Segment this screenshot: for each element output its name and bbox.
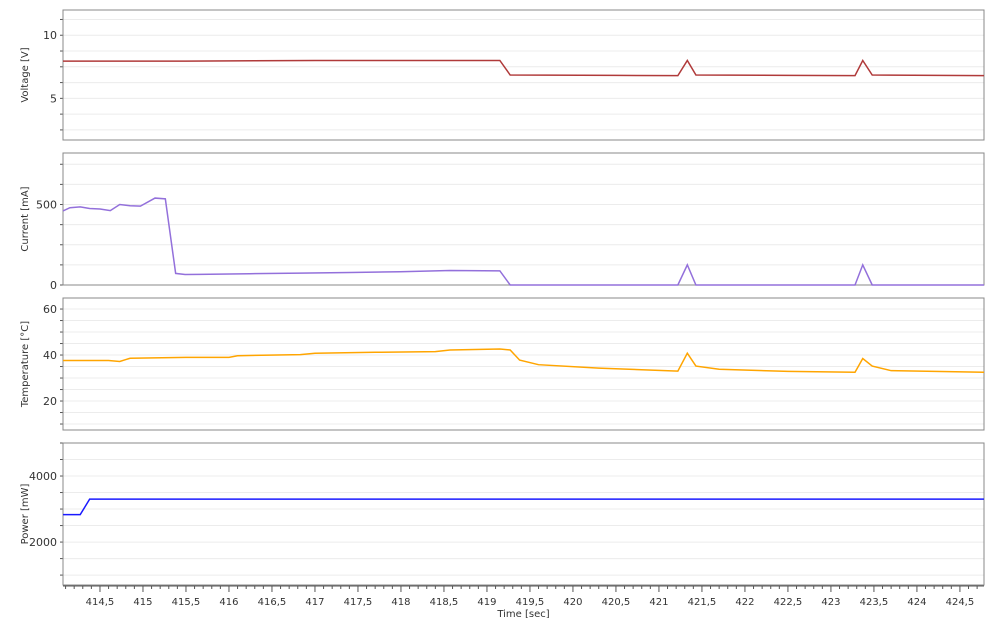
x-tick-label: 423	[821, 597, 840, 608]
y-tick-label: 0	[50, 279, 57, 292]
y-axis-label: Current [mA]	[20, 186, 31, 251]
x-tick-label: 419,5	[516, 597, 545, 608]
x-tick-label: 415	[133, 597, 152, 608]
x-tick-label: 424,5	[946, 597, 975, 608]
x-tick-label: 416,5	[258, 597, 287, 608]
x-tick-label: 414,5	[86, 597, 115, 608]
x-tick-label: 421	[649, 597, 668, 608]
series-line	[63, 58, 985, 77]
y-tick-label: 40	[43, 349, 57, 362]
x-tick-label: 420,5	[602, 597, 631, 608]
x-tick-label: 420	[563, 597, 582, 608]
y-axis-label: Voltage [V]	[20, 47, 31, 102]
x-tick-label: 415,5	[172, 597, 201, 608]
plot-frame	[62, 297, 985, 431]
y-tick-label: 10	[43, 29, 57, 42]
y-axis-label: Temperature [°C]	[20, 321, 31, 408]
y-tick-label: 60	[43, 303, 57, 316]
x-tick-label: 418,5	[430, 597, 459, 608]
x-tick-label: 417	[305, 597, 324, 608]
x-axis: 414,5 415 415,5 416 416,5 417 417,5 418 418,5 419…	[63, 585, 984, 618]
x-tick-label: 424	[907, 597, 926, 608]
panel-1: 0 500 Current [mA]	[20, 152, 985, 292]
panel-2: 20 40 60 Temperature [°C]	[20, 297, 985, 431]
plot-frame	[62, 442, 985, 586]
y-tick-label: 2000	[29, 536, 57, 549]
panel-0: 5 10 Voltage [V]	[20, 9, 985, 141]
y-tick-label: 20	[43, 395, 57, 408]
y-tick-label: 4000	[29, 470, 57, 483]
x-tick-label: 416	[219, 597, 238, 608]
y-tick-label: 500	[36, 199, 57, 212]
x-tick-label: 419	[477, 597, 496, 608]
x-tick-label: 421,5	[688, 597, 717, 608]
series-line	[63, 348, 985, 374]
series-line	[62, 197, 984, 286]
y-axis-label: Power [mW]	[20, 483, 31, 544]
x-tick-label: 422	[735, 597, 754, 608]
x-tick-label: 417,5	[344, 597, 373, 608]
series-line	[63, 498, 984, 516]
x-tick-label: 418	[391, 597, 410, 608]
x-tick-label: 422,5	[774, 597, 803, 608]
y-tick-label: 5	[50, 92, 57, 105]
x-axis-label: Time [sec]	[496, 609, 549, 618]
x-tick-label: 423,5	[860, 597, 889, 608]
